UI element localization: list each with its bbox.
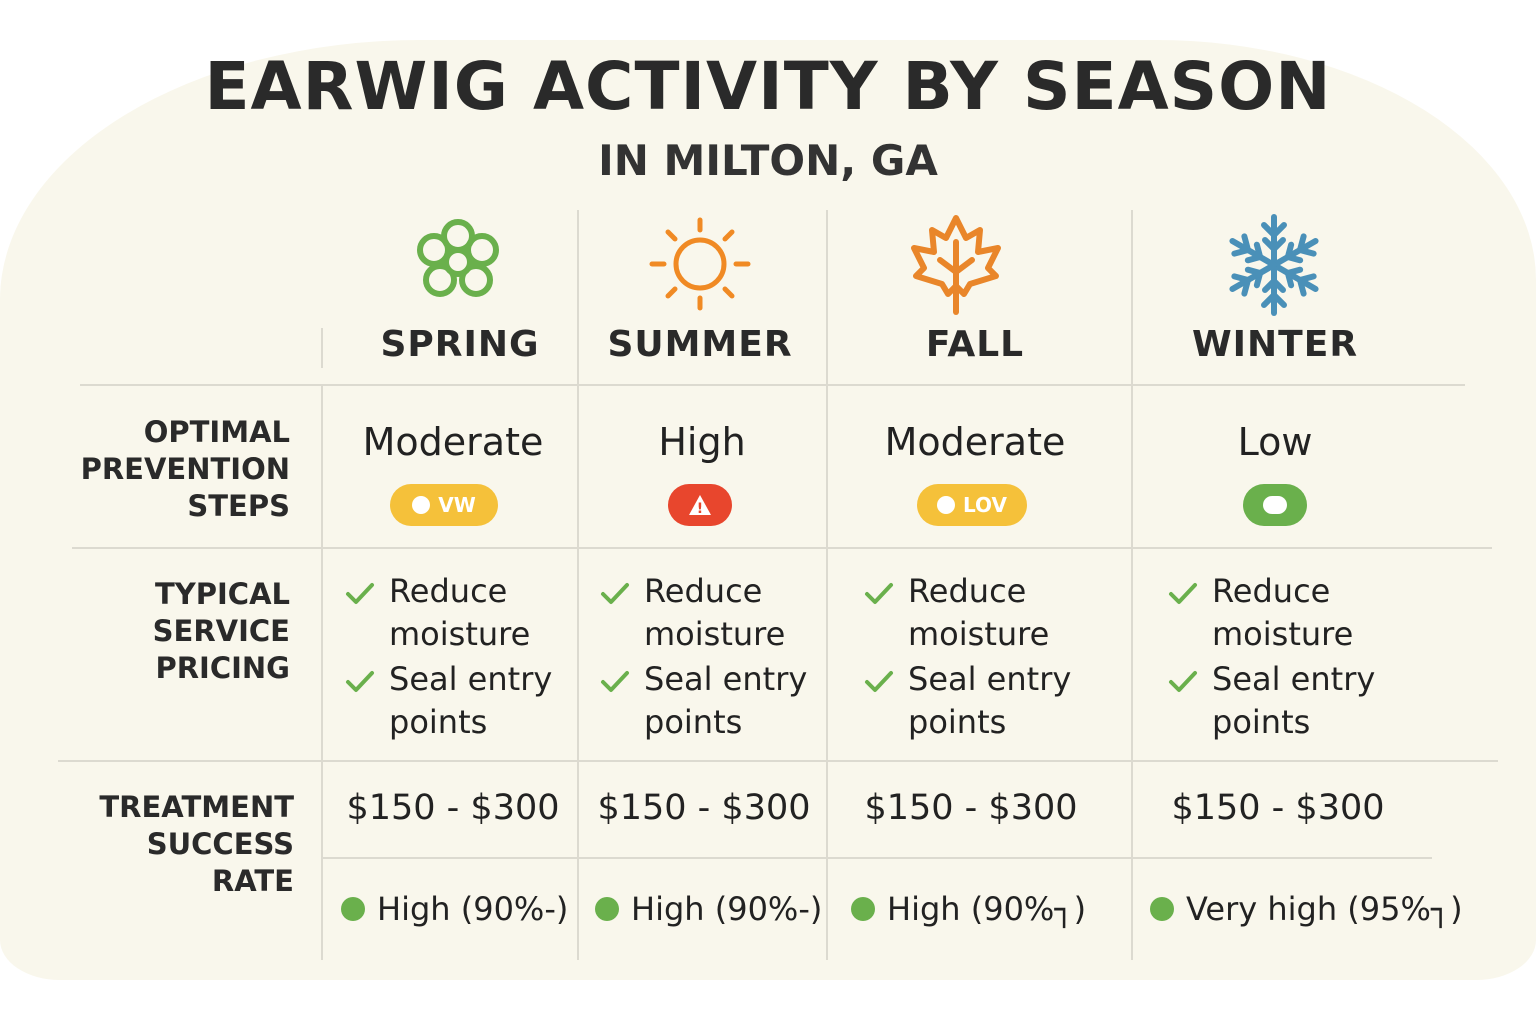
prevention-step-text: Seal entry points <box>644 660 808 741</box>
season-name-spring: SPRING <box>380 324 540 365</box>
row-label-activity: OPTIMAL PREVENTION STEPS <box>40 414 290 525</box>
grid-line <box>577 210 579 960</box>
warning-icon: ! <box>689 495 711 517</box>
prevention-step: Seal entry points <box>600 658 824 744</box>
prevention-step: Reduce moisture <box>1168 570 1392 656</box>
grid-line <box>322 857 1432 859</box>
activity-badge-summer: ! <box>668 484 732 526</box>
badge-dot-icon <box>937 496 955 514</box>
prevention-step-text: Reduce moisture <box>644 572 786 653</box>
flower-icon <box>417 219 499 297</box>
prevention-step-text: Seal entry points <box>1212 660 1376 741</box>
check-icon <box>1169 671 1197 692</box>
status-dot-icon <box>1150 897 1174 921</box>
success-rate-summer: High (90%-) <box>595 890 822 928</box>
grid-line <box>1131 210 1133 960</box>
success-rate-fall: High (90%┐) <box>851 890 1086 928</box>
snowflake-icon <box>1224 214 1324 318</box>
prevention-step-text: Reduce moisture <box>1212 572 1354 653</box>
success-rate-winter: Very high (95%┐) <box>1150 890 1463 928</box>
status-dot-icon <box>595 897 619 921</box>
maple-leaf-icon <box>911 215 1001 315</box>
prevention-step: Seal entry points <box>1168 658 1392 744</box>
grid-line <box>80 384 1465 386</box>
price-spring: $150 - $300 <box>346 788 560 828</box>
success-rate-text: Very high (95%┐) <box>1186 890 1463 928</box>
success-rate-text: High (90%-) <box>631 890 823 928</box>
row-label-pricing: TREATMENT SUCCESS RATE <box>40 789 294 900</box>
activity-badge-spring: VW <box>390 484 498 526</box>
prevention-step-text: Seal entry points <box>908 660 1072 741</box>
badge-dot-icon <box>412 496 431 514</box>
success-rate-text: High (90%┐) <box>887 890 1087 928</box>
check-icon <box>346 671 374 692</box>
badge-text: LOV <box>963 493 1007 517</box>
activity-level-winter: Low <box>1237 420 1313 464</box>
success-rate-text: High (90%-) <box>377 890 569 928</box>
badge-pill-icon <box>1263 496 1287 514</box>
price-winter: $150 - $300 <box>1171 788 1385 828</box>
check-icon <box>346 583 374 604</box>
status-dot-icon <box>851 897 875 921</box>
row-label-text: TYPICAL SERVICE PRICING <box>152 577 290 685</box>
season-name-fall: FALL <box>925 324 1025 365</box>
season-name-summer: SUMMER <box>607 324 793 365</box>
prevention-step-text: Reduce moisture <box>389 572 531 653</box>
price-fall: $150 - $300 <box>864 788 1078 828</box>
success-rate-spring: High (90%-) <box>341 890 568 928</box>
row-label-text: TREATMENT SUCCESS RATE <box>99 790 294 898</box>
prevention-step: Seal entry points <box>864 658 1088 744</box>
check-icon <box>601 671 629 692</box>
activity-level-spring: Moderate <box>362 420 544 464</box>
check-icon <box>865 671 893 692</box>
grid-line <box>826 210 828 960</box>
sun-icon <box>649 217 751 311</box>
check-icon <box>1169 583 1197 604</box>
grid-line <box>321 386 323 960</box>
warning-icon-mark: ! <box>697 501 703 517</box>
activity-level-fall: Moderate <box>884 420 1066 464</box>
price-summer: $150 - $300 <box>597 788 811 828</box>
prevention-step-text: Reduce moisture <box>908 572 1050 653</box>
row-label-steps: TYPICAL SERVICE PRICING <box>40 576 290 687</box>
check-icon <box>865 583 893 604</box>
grid-line <box>72 547 1492 549</box>
prevention-step: Reduce moisture <box>864 570 1088 656</box>
season-name-winter: WINTER <box>1191 324 1359 365</box>
prevention-step-text: Seal entry points <box>389 660 553 741</box>
row-label-text: OPTIMAL PREVENTION STEPS <box>80 415 290 523</box>
prevention-step: Reduce moisture <box>600 570 824 656</box>
activity-badge-fall: LOV <box>917 484 1027 526</box>
grid-line <box>58 760 1498 762</box>
status-dot-icon <box>341 897 365 921</box>
check-icon <box>601 583 629 604</box>
page-subtitle: IN MILTON, GA <box>598 136 938 185</box>
prevention-step: Reduce moisture <box>345 570 569 656</box>
activity-level-summer: High <box>658 420 746 464</box>
activity-badge-winter <box>1243 484 1307 526</box>
page-title: EARWIG ACTIVITY BY SEASON <box>204 48 1332 125</box>
grid-line <box>321 328 323 368</box>
prevention-step: Seal entry points <box>345 658 569 744</box>
badge-text: VW <box>438 493 476 517</box>
